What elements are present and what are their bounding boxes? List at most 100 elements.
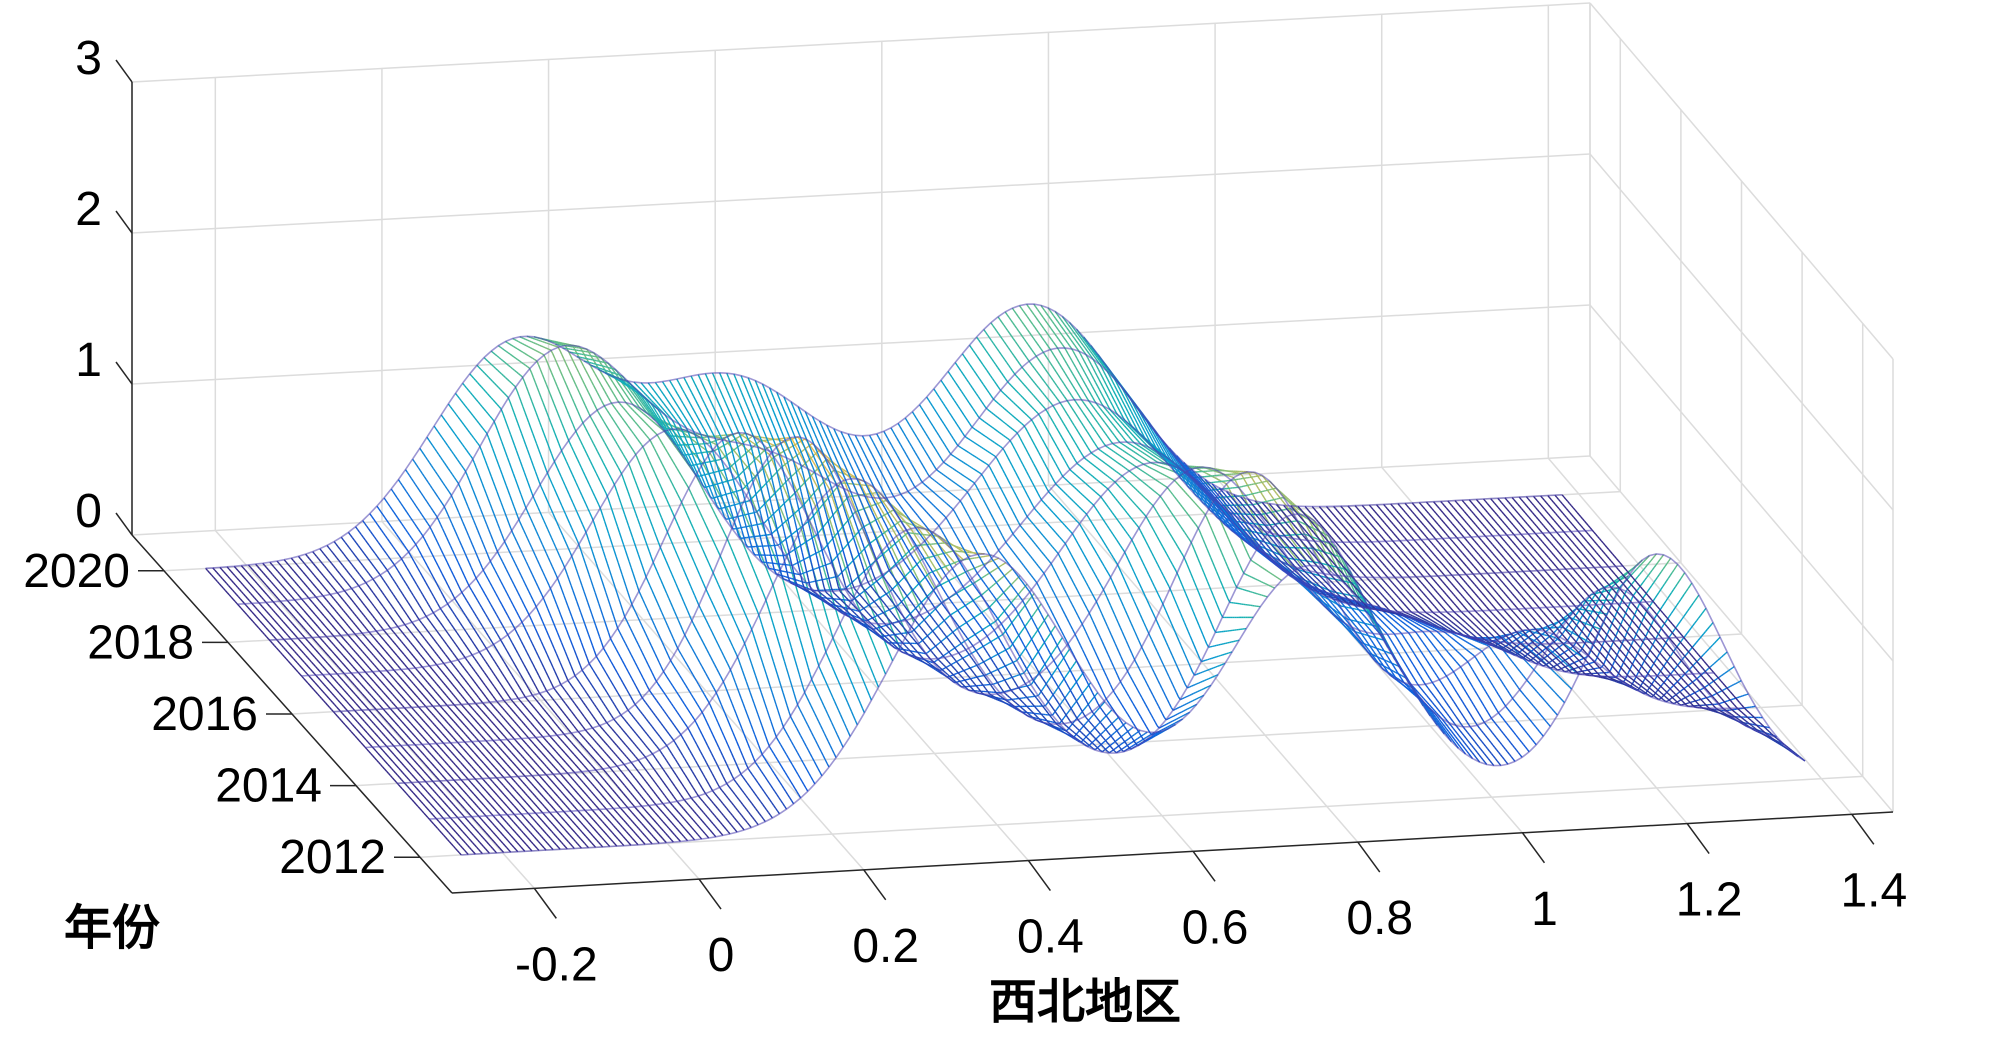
surface-segment	[410, 517, 414, 522]
surface-segment	[422, 635, 426, 640]
surface-segment	[567, 790, 571, 794]
surface-segment	[519, 461, 523, 468]
surface-segment	[492, 658, 496, 662]
surface-segment	[470, 665, 474, 670]
surface-segment	[227, 585, 231, 589]
surface-segment	[479, 666, 484, 671]
surface-segment	[367, 674, 371, 678]
surface-segment	[471, 640, 475, 645]
surface-segment	[500, 715, 504, 719]
surface-segment	[401, 669, 405, 673]
surface-segment	[485, 632, 489, 637]
surface-segment	[432, 688, 436, 692]
surface-segment	[496, 491, 500, 498]
surface-segment	[314, 682, 318, 686]
surface-segment	[615, 733, 619, 737]
surface-segment	[265, 584, 269, 588]
surface-segment	[407, 602, 411, 607]
surface-segment	[547, 528, 551, 534]
surface-segment	[540, 715, 544, 719]
surface-segment	[410, 764, 414, 768]
surface-segment	[543, 728, 547, 732]
surface-segment	[446, 797, 450, 801]
surface-segment	[338, 594, 342, 598]
surface-segment	[553, 774, 557, 779]
surface-segment	[550, 537, 555, 543]
surface-segment	[449, 783, 453, 787]
surface-segment	[237, 570, 241, 574]
surface-segment	[251, 585, 255, 589]
surface-segment	[378, 704, 382, 708]
surface-segment	[562, 700, 566, 704]
surface-segment	[495, 759, 499, 764]
surface-segment	[333, 653, 337, 657]
surface-segment	[355, 542, 359, 546]
surface-segment	[501, 561, 505, 566]
surface-segment	[671, 768, 675, 773]
surface-segment	[486, 648, 490, 653]
surface-segment	[355, 615, 359, 620]
surface-segment	[356, 696, 360, 700]
surface-segment	[261, 596, 265, 601]
surface-segment	[268, 596, 272, 600]
surface-segment	[559, 584, 563, 591]
surface-segment	[563, 785, 567, 790]
surface-segment	[447, 633, 451, 637]
surface-segment	[499, 806, 503, 810]
surface-segment	[526, 717, 530, 721]
surface-segment	[499, 670, 504, 675]
surface-segment	[391, 777, 395, 781]
surface-segment	[602, 685, 606, 690]
surface-segment	[576, 775, 580, 779]
surface-segment	[415, 677, 419, 682]
surface-segment	[465, 631, 469, 636]
surface-segment	[486, 687, 490, 692]
surface-segment	[361, 735, 365, 739]
surface-segment	[697, 815, 701, 820]
surface-segment	[504, 418, 508, 425]
surface-segment	[622, 792, 626, 797]
surface-segment	[440, 714, 444, 718]
surface-segment	[365, 628, 369, 632]
surface-segment	[564, 778, 568, 782]
surface-segment	[482, 837, 486, 841]
surface-segment	[361, 684, 365, 688]
surface-segment	[420, 759, 424, 763]
surface-segment	[404, 758, 408, 762]
surface-segment	[446, 656, 450, 661]
surface-segment	[446, 488, 450, 493]
surface-segment	[495, 458, 499, 465]
surface-segment	[484, 797, 488, 801]
surface-segment	[338, 717, 342, 721]
surface-segment	[388, 740, 392, 744]
surface-segment	[417, 697, 421, 701]
surface-segment	[458, 605, 463, 610]
surface-segment	[439, 788, 443, 792]
surface-segment	[572, 734, 576, 738]
surface-segment	[344, 601, 348, 605]
surface-segment	[492, 399, 496, 403]
surface-segment	[490, 397, 494, 401]
surface-segment	[656, 831, 660, 835]
surface-segment	[450, 569, 454, 575]
surface-segment	[659, 777, 663, 781]
surface-segment	[570, 741, 574, 746]
surface-segment	[557, 579, 561, 586]
surface-segment	[329, 622, 333, 626]
surface-segment	[324, 607, 328, 611]
surface-segment	[466, 682, 470, 686]
surface-segment	[282, 611, 286, 616]
surface-segment	[465, 530, 470, 536]
surface-segment	[479, 652, 483, 657]
surface-segment	[494, 750, 498, 754]
surface-segment	[413, 692, 417, 696]
surface-segment	[312, 563, 316, 567]
surface-segment	[510, 726, 514, 730]
surface-segment	[469, 705, 473, 709]
surface-segment	[569, 639, 574, 646]
surface-segment	[292, 588, 296, 593]
surface-segment	[462, 764, 466, 768]
surface-segment	[392, 703, 396, 707]
surface-segment	[522, 712, 526, 717]
surface-segment	[309, 616, 313, 621]
